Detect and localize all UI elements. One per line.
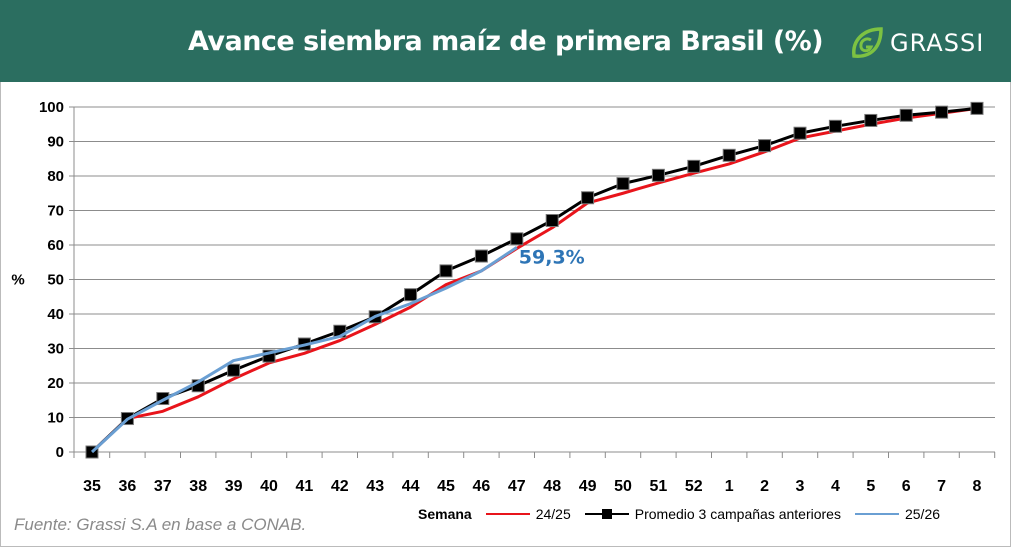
y-tick-label: 100 <box>39 99 64 116</box>
x-tick-label: 39 <box>225 478 243 495</box>
x-tick-label: 8 <box>973 478 982 495</box>
y-tick-label: 10 <box>47 410 64 427</box>
data-point-marker <box>616 177 630 191</box>
data-point-marker <box>510 232 524 246</box>
data-point-marker <box>651 168 665 182</box>
data-point-marker <box>581 191 595 205</box>
data-point-marker <box>899 108 913 122</box>
y-tick-label: 80 <box>47 168 64 185</box>
x-tick-label: 51 <box>650 478 668 495</box>
x-tick-label: 42 <box>331 478 349 495</box>
x-tick-label: 52 <box>685 478 703 495</box>
series-line-25-26 <box>90 246 518 454</box>
data-point-marker <box>722 148 736 162</box>
x-tick-label: 40 <box>260 478 278 495</box>
x-tick-label: 48 <box>543 478 561 495</box>
x-tick-label: 6 <box>902 478 911 495</box>
x-tick-label: 7 <box>937 478 946 495</box>
x-tick-label: 45 <box>437 478 455 495</box>
x-tick-label: 43 <box>366 478 384 495</box>
data-point-marker <box>864 113 878 127</box>
data-point-marker <box>793 126 807 140</box>
x-axis-label: Semana <box>418 506 472 522</box>
x-tick-label: 35 <box>83 478 101 495</box>
series-line-24-25 <box>90 106 978 454</box>
y-tick-label: 50 <box>47 272 64 289</box>
legend: Semana 24/25 Promedio 3 campañas anterio… <box>418 506 940 522</box>
y-tick-label: 0 <box>56 444 64 461</box>
legend-item-2425: 24/25 <box>485 506 571 522</box>
data-point-marker <box>404 288 418 302</box>
legend-item-2526: 25/26 <box>854 506 940 522</box>
x-tick-label: 49 <box>579 478 597 495</box>
chart-title: Avance siembra maíz de primera Brasil (%… <box>187 26 824 57</box>
x-tick-label: 37 <box>154 478 172 495</box>
x-tick-label: 44 <box>402 478 420 495</box>
y-tick-label: 30 <box>47 341 64 358</box>
y-tick-label: 40 <box>47 306 64 323</box>
leaf-icon <box>852 27 883 58</box>
series-line-promedio-3-campa-as-anteriores <box>90 106 978 454</box>
data-point-marker <box>935 105 949 119</box>
data-point-marker <box>439 264 453 278</box>
grassi-logo: GRASSI <box>850 26 984 60</box>
data-point-marker <box>970 101 984 115</box>
x-tick-label: 1 <box>725 478 734 495</box>
data-point-marker <box>545 214 559 228</box>
data-point-marker <box>758 139 772 153</box>
data-point-marker <box>828 119 842 133</box>
y-tick-label: 60 <box>47 237 64 254</box>
x-tick-label: 47 <box>508 478 526 495</box>
y-tick-label: 70 <box>47 203 64 220</box>
y-axis-label: % <box>11 272 24 289</box>
x-tick-label: 5 <box>866 478 875 495</box>
x-tick-label: 4 <box>831 478 840 495</box>
x-tick-label: 36 <box>119 478 137 495</box>
x-tick-label: 50 <box>614 478 632 495</box>
data-point-marker <box>687 159 701 173</box>
data-label-latest: 59,3% <box>519 246 585 268</box>
legend-item-promedio: Promedio 3 campañas anteriores <box>584 506 841 522</box>
x-tick-label: 38 <box>189 478 207 495</box>
data-point-marker <box>227 363 241 377</box>
x-tick-label: 2 <box>760 478 769 495</box>
x-tick-label: 41 <box>296 478 314 495</box>
y-tick-label: 20 <box>47 375 64 392</box>
y-tick-label: 90 <box>47 134 64 151</box>
source-note: Fuente: Grassi S.A en base a CONAB. <box>14 515 307 534</box>
header-banner: Avance siembra maíz de primera Brasil (%… <box>0 0 1011 82</box>
data-point-marker <box>474 249 488 263</box>
x-tick-label: 46 <box>473 478 491 495</box>
x-tick-label: 3 <box>796 478 805 495</box>
